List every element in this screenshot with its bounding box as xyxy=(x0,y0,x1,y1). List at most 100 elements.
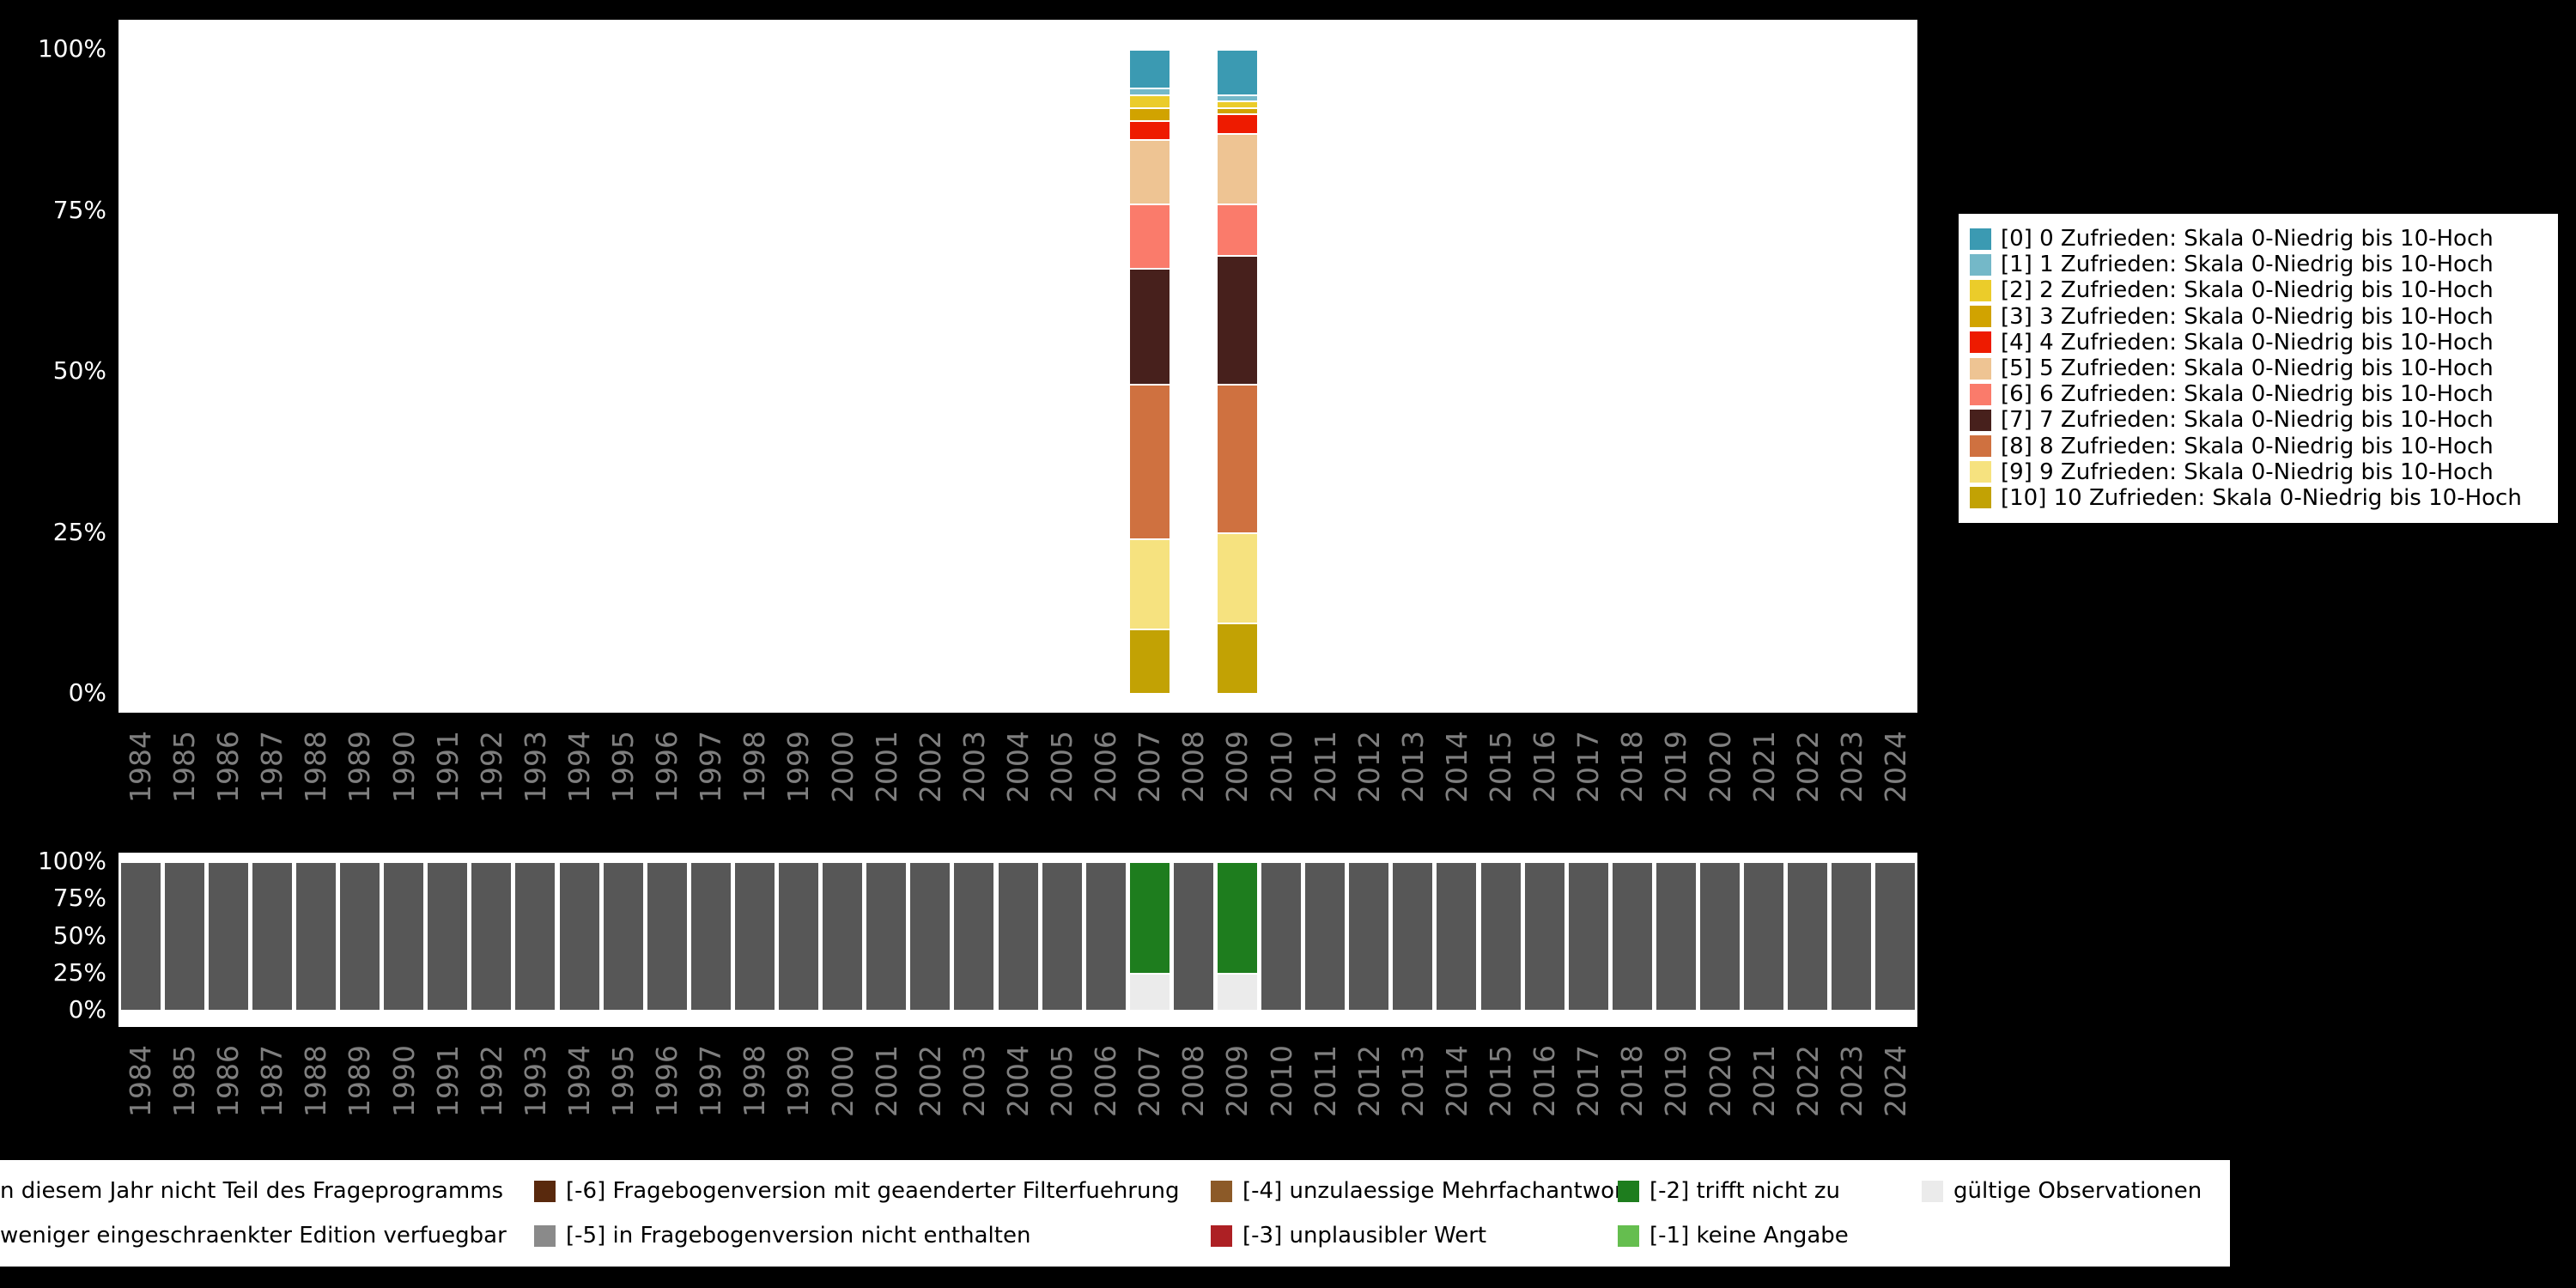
legend-swatch xyxy=(1211,1224,1232,1247)
x-tick-year-label-top: 1994 xyxy=(562,731,596,803)
x-tick-year-label-bottom: 2007 xyxy=(1133,1045,1167,1117)
y-tick-label-top-0: 0% xyxy=(68,678,106,707)
legend-label: [8] 8 Zufrieden: Skala 0-Niedrig bis 10-… xyxy=(2001,433,2494,459)
x-tick-year-label-top: 2000 xyxy=(825,731,860,803)
bar-segment-2009 xyxy=(1217,106,1257,113)
status-bar-segment-2022 xyxy=(1788,861,1828,1010)
status-bar-segment-1990 xyxy=(384,861,424,1010)
legend-label: [7] 7 Zufrieden: Skala 0-Niedrig bis 10-… xyxy=(2001,407,2494,434)
legend-swatch xyxy=(1970,357,1991,380)
status-bar-segment-2016 xyxy=(1524,861,1564,1010)
status-bar-segment-2009 xyxy=(1217,861,1257,973)
bar-segment-2007 xyxy=(1129,268,1170,384)
bar-segment-2007 xyxy=(1129,49,1170,88)
x-tick-year-label-bottom: 1985 xyxy=(167,1045,202,1117)
bar-segment-2007 xyxy=(1129,384,1170,538)
x-tick-year-label-top: 2017 xyxy=(1571,731,1606,803)
x-tick-year-label-top: 1984 xyxy=(124,731,157,803)
legend-label: [-2] trifft nicht zu xyxy=(1649,1178,1841,1204)
legend-item: [-2] trifft nicht zu xyxy=(1618,1178,1840,1204)
status-bar-segment-2012 xyxy=(1349,861,1389,1010)
status-bar-segment-2008 xyxy=(1173,861,1213,1010)
status-bar-segment-2010 xyxy=(1261,861,1302,1010)
legend-item: n diesem Jahr nicht Teil des Frageprogra… xyxy=(0,1178,503,1204)
status-bar-segment-1992 xyxy=(471,861,512,1010)
legend-swatch xyxy=(1970,331,1991,354)
status-bar-segment-2000 xyxy=(823,861,863,1010)
status-bar-segment-1998 xyxy=(734,861,775,1010)
x-tick-year-label-top: 2001 xyxy=(869,731,903,803)
x-tick-year-label-top: 1987 xyxy=(255,731,289,803)
x-tick-year-label-top: 2019 xyxy=(1659,731,1693,803)
bar-segment-2009 xyxy=(1217,255,1257,384)
legend-item: gültige Observationen xyxy=(1922,1178,2202,1204)
x-tick-year-label-top: 2009 xyxy=(1220,731,1255,803)
x-tick-year-label-bottom: 1997 xyxy=(694,1045,728,1117)
legend-item: [4] 4 Zufrieden: Skala 0-Niedrig bis 10-… xyxy=(1970,330,2558,355)
x-tick-year-label-bottom: 1987 xyxy=(255,1045,289,1117)
legend-label: [1] 1 Zufrieden: Skala 0-Niedrig bis 10-… xyxy=(2001,252,2494,278)
bar-segment-2007 xyxy=(1129,629,1170,693)
y-tick-label-bottom-50: 50% xyxy=(52,920,106,950)
legend-label: [-4] unzulaessige Mehrfachantwort xyxy=(1242,1178,1632,1204)
x-tick-year-label-bottom: 2008 xyxy=(1176,1045,1211,1117)
bar-segment-2009 xyxy=(1217,94,1257,100)
x-tick-year-label-bottom: 2006 xyxy=(1089,1045,1123,1117)
legend-item: [8] 8 Zufrieden: Skala 0-Niedrig bis 10-… xyxy=(1970,434,2558,459)
status-bar-segment-1987 xyxy=(252,861,292,1010)
x-tick-year-label-bottom: 2004 xyxy=(1000,1045,1035,1117)
legend-swatch xyxy=(1970,435,1991,458)
missing-codes-legend-box xyxy=(0,1160,2230,1267)
legend-item: [9] 9 Zufrieden: Skala 0-Niedrig bis 10-… xyxy=(1970,459,2558,485)
y-tick-label-top-25: 25% xyxy=(52,517,106,546)
legend-item: [1] 1 Zufrieden: Skala 0-Niedrig bis 10-… xyxy=(1970,252,2558,277)
status-bar-segment-2009 xyxy=(1217,972,1257,1010)
legend-swatch xyxy=(1211,1180,1232,1202)
x-tick-year-label-top: 2003 xyxy=(957,731,991,803)
x-tick-year-label-top: 1988 xyxy=(299,731,333,803)
bar-segment-2009 xyxy=(1217,49,1257,94)
x-tick-year-label-bottom: 1986 xyxy=(211,1045,246,1117)
x-tick-year-label-top: 2002 xyxy=(913,731,947,803)
bar-segment-2007 xyxy=(1129,204,1170,268)
legend-item: [2] 2 Zufrieden: Skala 0-Niedrig bis 10-… xyxy=(1970,277,2558,303)
status-bar-segment-2004 xyxy=(998,861,1038,1010)
status-bar-segment-2013 xyxy=(1393,861,1433,1010)
bar-segment-2009 xyxy=(1217,132,1257,204)
x-tick-year-label-bottom: 2022 xyxy=(1790,1045,1825,1117)
bar-segment-2007 xyxy=(1129,106,1170,120)
x-tick-year-label-bottom: 2015 xyxy=(1484,1045,1518,1117)
x-tick-year-label-bottom: 2018 xyxy=(1615,1045,1649,1117)
x-tick-year-label-top: 1997 xyxy=(694,731,728,803)
y-tick-label-bottom-75: 75% xyxy=(52,884,106,913)
x-tick-year-label-top: 1989 xyxy=(343,731,377,803)
legend-item: [-3] unplausibler Wert xyxy=(1211,1223,1486,1249)
x-tick-year-label-bottom: 1995 xyxy=(606,1045,641,1117)
x-tick-year-label-top: 1996 xyxy=(650,731,684,803)
x-tick-year-label-top: 2015 xyxy=(1484,731,1518,803)
bar-segment-2007 xyxy=(1129,139,1170,204)
bar-segment-2007 xyxy=(1129,88,1170,94)
legend-item: [5] 5 Zufrieden: Skala 0-Niedrig bis 10-… xyxy=(1970,355,2558,381)
x-tick-year-label-bottom: 2014 xyxy=(1439,1045,1473,1117)
legend-swatch xyxy=(1970,228,1991,250)
x-tick-year-label-bottom: 2021 xyxy=(1747,1045,1781,1117)
x-tick-year-label-bottom: 1998 xyxy=(738,1045,772,1117)
legend-label: [2] 2 Zufrieden: Skala 0-Niedrig bis 10-… xyxy=(2001,277,2494,304)
bar-segment-2009 xyxy=(1217,384,1257,532)
status-bar-segment-2001 xyxy=(866,861,907,1010)
y-tick-label-top-75: 75% xyxy=(52,195,106,224)
status-bar-segment-2020 xyxy=(1700,861,1741,1010)
status-bar-segment-2017 xyxy=(1568,861,1608,1010)
bar-segment-2009 xyxy=(1217,622,1257,693)
legend-swatch xyxy=(1970,409,1991,431)
legend-label: [-5] in Fragebogenversion nicht enthalte… xyxy=(566,1223,1031,1249)
y-tick-label-top-50: 50% xyxy=(52,356,106,385)
x-tick-year-label-top: 1999 xyxy=(781,731,816,803)
top-plot-area xyxy=(118,20,1917,713)
legend-swatch xyxy=(1618,1224,1639,1247)
x-tick-year-label-top: 2004 xyxy=(1000,731,1035,803)
x-tick-year-label-top: 2022 xyxy=(1790,731,1825,803)
legend-label: [10] 10 Zufrieden: Skala 0-Niedrig bis 1… xyxy=(2001,484,2522,511)
